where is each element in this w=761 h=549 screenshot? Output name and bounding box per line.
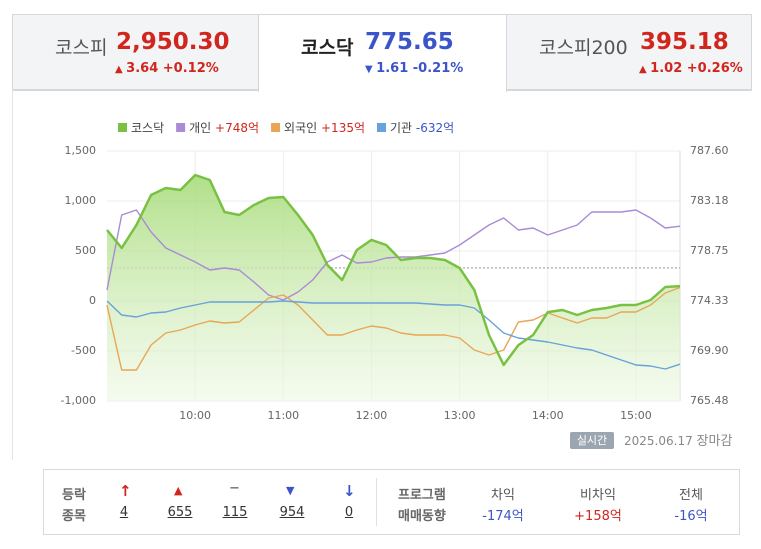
y-tick-label: -1,000	[61, 394, 96, 407]
tab[interactable]: 코스피 2,950.30 ▲ 3.64 +0.12%	[12, 14, 259, 90]
tab-change: ▲ 1.02 +0.26%	[639, 61, 743, 76]
legend-name: 외국인	[284, 121, 317, 135]
x-tick-label: 13:00	[444, 409, 476, 422]
status-badge-text: 실시간	[577, 434, 607, 447]
program-value: -16억	[674, 509, 708, 524]
change: 1.61	[376, 61, 409, 76]
rate: +0.26%	[686, 61, 743, 76]
legend-name: 코스닥	[131, 121, 164, 135]
y-tick-label: 1,500	[65, 144, 97, 157]
count[interactable]: 655	[167, 505, 193, 520]
change: 1.02	[650, 61, 683, 76]
y2-tick-label: 765.48	[690, 394, 729, 407]
legend-name: 기관	[390, 121, 412, 135]
tab[interactable]: 코스닥 775.65 ▼ 1.61 -0.21%	[258, 14, 507, 92]
y2-tick-label: 783.18	[690, 194, 729, 207]
tab[interactable]: 코스피200 395.18 ▲ 1.02 +0.26%	[506, 14, 752, 90]
program-value: -174억	[482, 509, 524, 524]
legend-label: 외국인 +135억	[284, 121, 365, 135]
divider	[376, 478, 377, 526]
y2-tick-label: 787.60	[690, 144, 729, 157]
legend-swatch	[377, 123, 386, 132]
y2-tick-label: 769.90	[690, 344, 729, 357]
program-name: 비차익	[580, 488, 616, 503]
area	[107, 175, 680, 401]
icon-up: ▲	[174, 484, 183, 497]
tab-name: 코스피	[55, 37, 108, 59]
icon-upper: ↑	[119, 482, 132, 500]
date: 2025.06.17	[624, 434, 693, 448]
x-tick-label: 12:00	[356, 409, 388, 422]
icon-flat: −	[229, 481, 240, 496]
tab-value: 775.65	[365, 29, 454, 55]
program-value: +158억	[574, 509, 622, 524]
program-label: 프로그램	[398, 488, 446, 503]
line	[106, 173, 681, 367]
y-tick-label: 500	[75, 244, 96, 257]
side-line	[12, 90, 13, 460]
stats-label: 등락	[62, 488, 86, 503]
y2-tick-label: 774.33	[690, 294, 729, 307]
legend-swatch	[176, 123, 186, 132]
tab-name: 코스피200	[539, 37, 628, 59]
tab-change: ▼ 1.61 -0.21%	[365, 61, 464, 76]
count[interactable]: 4	[119, 505, 129, 520]
legend-total: +748억	[215, 121, 259, 135]
status-badge	[570, 432, 614, 449]
tab-change: ▲ 3.64 +0.12%	[115, 61, 219, 76]
line	[106, 300, 681, 370]
change: 3.64	[126, 61, 159, 76]
stats-box: 등락 종목 ↑ ▲ − ▼ ↓ 4 655 115 954 0 프로그램 매매동…	[43, 469, 740, 535]
program-name: 전체	[679, 488, 703, 503]
y-tick-label: 0	[89, 294, 96, 307]
rate: +0.12%	[162, 61, 219, 76]
x-tick-label: 11:00	[267, 409, 299, 422]
y-tick-label: -500	[71, 344, 96, 357]
icon-down: ▼	[286, 484, 295, 497]
program-label: 매매동향	[398, 509, 446, 524]
line	[106, 286, 681, 371]
stats-label: 종목	[62, 509, 86, 524]
y-tick-label: 1,000	[65, 194, 97, 207]
legend-name: 개인	[189, 121, 211, 135]
count[interactable]: 954	[279, 505, 305, 520]
program-name: 차익	[491, 488, 515, 503]
x-tick-label: 14:00	[532, 409, 564, 422]
tab-value: 2,950.30	[116, 29, 230, 55]
legend-total: +135억	[321, 121, 365, 135]
legend-total: -632억	[416, 121, 454, 135]
legend-label: 코스닥	[131, 121, 164, 135]
x-tick-label: 10:00	[179, 409, 211, 422]
tab-value: 395.18	[640, 29, 729, 55]
y2-tick-label: 778.75	[690, 244, 729, 257]
line	[106, 209, 681, 301]
legend-label: 기관 -632억	[390, 121, 454, 135]
legend-swatch	[271, 123, 281, 132]
icon-lower: ↓	[343, 482, 356, 500]
tab-name: 코스닥	[301, 37, 354, 59]
state: 장마감	[697, 434, 733, 449]
x-tick-label: 15:00	[620, 409, 652, 422]
legend-label: 개인 +748억	[189, 121, 259, 135]
rate: -0.21%	[412, 61, 464, 76]
count[interactable]: 115	[222, 505, 248, 520]
legend-swatch	[118, 123, 127, 132]
status-date: 2025.06.17 장마감	[624, 434, 732, 449]
count[interactable]: 0	[344, 505, 354, 520]
